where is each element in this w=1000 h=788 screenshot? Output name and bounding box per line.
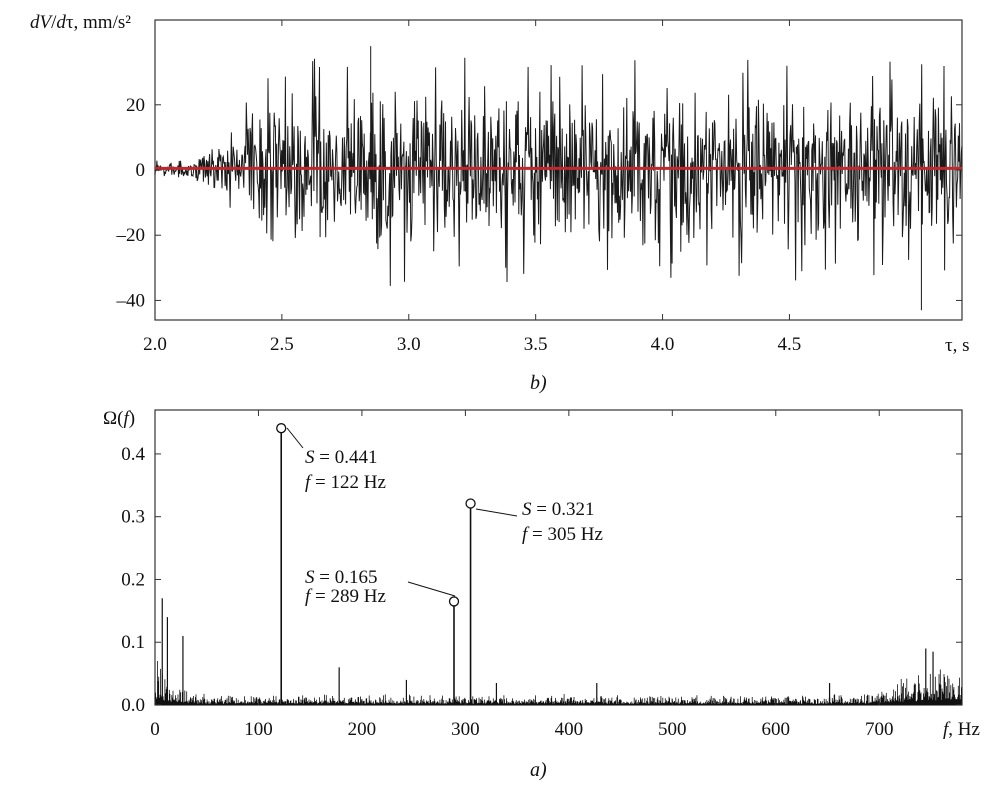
upper-chart: dV/dτ, mm/s² 2.0 2.5 3.0 3.5 4.0 4.5 20 0 –20 –40… (30, 12, 970, 394)
lower-caption: a) (530, 759, 547, 781)
lower-frame (154, 409, 963, 706)
upper-xtick-label: 4.0 (651, 334, 675, 355)
lower-peak-marker (465, 498, 476, 509)
lower-xtick-label: 300 (451, 719, 480, 740)
upper-xtick-label: 2.0 (143, 334, 167, 355)
lower-peak-marker (276, 423, 287, 434)
upper-ytick-label: 0 (136, 160, 146, 181)
lower-xtick-label: 600 (762, 719, 791, 740)
lower-xtick-label: 200 (348, 719, 377, 740)
lower-spectrum (154, 661, 962, 705)
upper-xtick-label: 4.5 (778, 334, 802, 355)
lower-ylabel: Ω(f) (103, 408, 135, 429)
lower-xtick-label: 500 (658, 719, 687, 740)
lower-ticks: 0 100 200 300 400 500 600 700 0.0 0.1 0.2 0.3 0.4 (121, 410, 962, 740)
upper-ticks: 2.0 2.5 3.0 3.5 4.0 4.5 20 0 –20 –40 (116, 20, 962, 355)
lower-xtick-label: 700 (865, 719, 894, 740)
lower-peak-leader (475, 508, 518, 517)
lower-peak-label-s: S = 0.165 (305, 567, 377, 588)
upper-xtick-label: 2.5 (270, 334, 294, 355)
upper-ytick-label: 20 (126, 95, 145, 116)
upper-ylabel: dV/dτ, mm/s² (30, 12, 131, 33)
lower-ytick-label: 0.3 (121, 507, 145, 528)
lower-peak-label-f: f = 289 Hz (305, 586, 386, 607)
lower-xtick-label: 100 (244, 719, 273, 740)
lower-peak-label-f: f = 305 Hz (522, 524, 603, 545)
upper-signal-line (154, 46, 963, 311)
lower-peak-leader (286, 427, 304, 449)
lower-xtick-label: 0 (150, 719, 160, 740)
lower-peak-leader (407, 581, 456, 597)
lower-peak-label-f: f = 122 Hz (305, 472, 386, 493)
lower-peak-marker (448, 596, 460, 607)
upper-xtick-label: 3.0 (397, 334, 421, 355)
lower-xtick-label: 400 (555, 719, 584, 740)
lower-peak-label-s: S = 0.441 (305, 447, 377, 468)
lower-peak-label-s: S = 0.321 (522, 499, 594, 520)
lower-ytick-label: 0.0 (121, 695, 145, 716)
upper-xlabel: τ, s (945, 335, 970, 356)
lower-ytick-label: 0.1 (121, 632, 145, 653)
upper-plot-area (154, 19, 963, 321)
upper-xtick-label: 3.5 (524, 334, 548, 355)
lower-ytick-label: 0.4 (121, 444, 145, 465)
lower-ytick-label: 0.2 (121, 569, 145, 590)
upper-caption: b) (530, 372, 547, 394)
upper-ytick-label: –40 (116, 290, 146, 311)
upper-ytick-label: –20 (116, 225, 146, 246)
lower-xlabel: f, Hz (943, 719, 980, 740)
